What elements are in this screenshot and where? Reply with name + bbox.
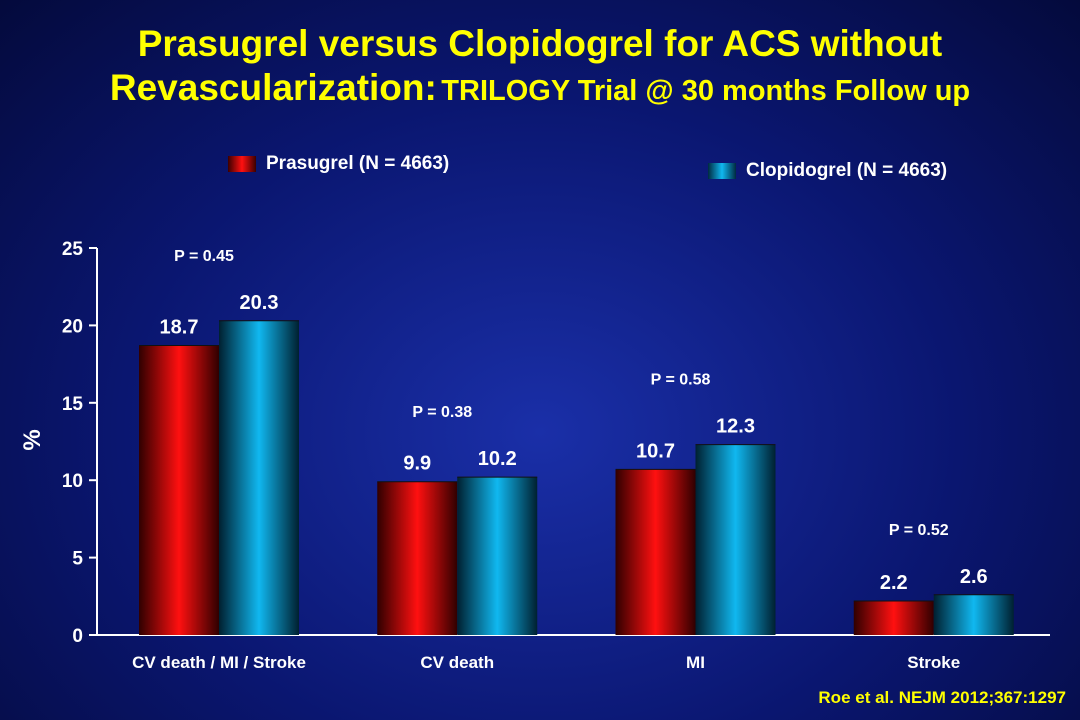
y-tick-label-0: 0	[72, 626, 83, 647]
legend-label-prasugrel: Prasugrel (N = 4663)	[266, 153, 450, 174]
y-axis-label: %	[19, 429, 46, 450]
p-value-3: P = 0.52	[889, 522, 949, 539]
chart-title: Prasugrel versus Clopidogrel for ACS wit…	[0, 22, 1080, 118]
data-label-prasugrel-3: 2.2	[880, 572, 908, 594]
p-value-1: P = 0.38	[412, 404, 472, 421]
x-tick-label-0: CV death / MI / Stroke	[132, 653, 306, 672]
bar-clopidogrel-1	[457, 477, 538, 635]
data-label-clopidogrel-0: 20.3	[240, 292, 279, 314]
x-tick-label-3: Stroke	[907, 653, 960, 672]
legend-clopidogrel: Clopidogrel (N = 4663)	[708, 160, 947, 182]
bar-prasugrel-3	[853, 600, 934, 635]
title-line-2-main: Revascularization:	[109, 67, 437, 108]
bar-prasugrel-0	[139, 345, 219, 635]
legend-swatch-clopidogrel	[708, 163, 736, 179]
data-label-clopidogrel-1: 10.2	[478, 448, 517, 470]
p-value-0: P = 0.45	[174, 248, 234, 265]
x-tick-label-2: MI	[686, 653, 705, 672]
citation: Roe et al. NEJM 2012;367:1297	[818, 688, 1066, 707]
data-label-prasugrel-2: 10.7	[636, 440, 675, 462]
data-label-prasugrel-0: 18.7	[160, 317, 199, 339]
title-line-2-sub: TRILOGY Trial @ 30 months Follow up	[441, 75, 971, 107]
data-label-prasugrel-1: 9.9	[403, 453, 431, 475]
legend-swatch-prasugrel	[228, 156, 256, 172]
y-tick-label-1: 5	[72, 549, 83, 570]
legend-label-clopidogrel: Clopidogrel (N = 4663)	[746, 160, 948, 181]
legend-prasugrel: Prasugrel (N = 4663)	[228, 153, 449, 175]
p-value-2: P = 0.58	[651, 372, 711, 389]
bar-clopidogrel-3	[933, 594, 1014, 635]
y-tick-label-3: 15	[62, 394, 84, 415]
bar-clopidogrel-0	[219, 320, 299, 635]
bar-prasugrel-2	[615, 469, 696, 635]
x-tick-label-1: CV death	[420, 653, 494, 672]
y-tick-label-2: 10	[62, 471, 83, 492]
title-line-1: Prasugrel versus Clopidogrel for ACS wit…	[137, 23, 943, 64]
bar-prasugrel-1	[377, 481, 458, 635]
data-label-clopidogrel-3: 2.6	[960, 566, 988, 588]
y-tick-label-4: 20	[62, 316, 83, 337]
bar-clopidogrel-2	[695, 444, 776, 635]
data-label-clopidogrel-2: 12.3	[716, 416, 755, 438]
y-tick-label-5: 25	[62, 239, 84, 260]
